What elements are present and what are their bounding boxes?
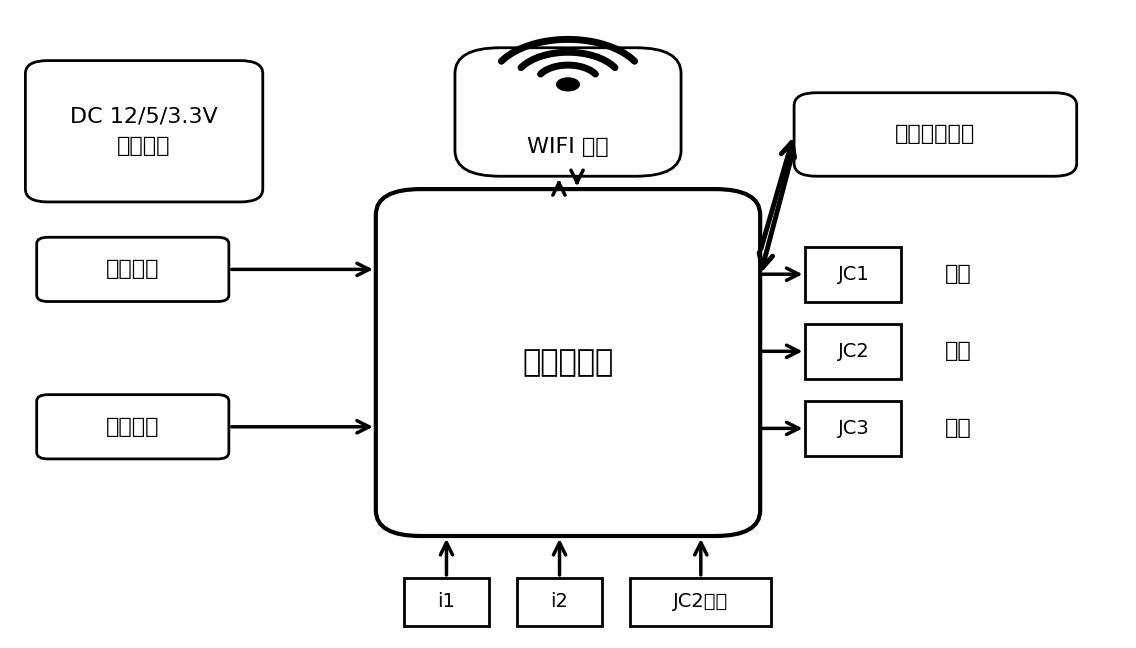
Bar [805,401,902,456]
Text: JC2辅助: JC2辅助 [674,592,728,611]
Text: JC3: JC3 [837,419,869,438]
Bar [805,324,902,378]
FancyBboxPatch shape [376,189,760,536]
Text: 复位按键: 复位按键 [106,259,159,279]
FancyBboxPatch shape [25,61,262,202]
Circle shape [557,78,579,91]
FancyBboxPatch shape [794,93,1077,176]
Text: 储能: 储能 [945,264,971,284]
Text: WIFI 模块: WIFI 模块 [527,137,609,157]
Text: JC1: JC1 [837,265,869,284]
Text: 逆变: 逆变 [945,418,971,438]
Bar [805,247,902,301]
Text: DC 12/5/3.3V
电源模块: DC 12/5/3.3V 电源模块 [70,106,218,156]
Text: i2: i2 [551,592,568,611]
Text: 市电: 市电 [945,341,971,361]
Text: 时钟日历芯片: 时钟日历芯片 [895,124,976,145]
Text: 默认叆数: 默认叆数 [106,417,159,437]
FancyBboxPatch shape [36,395,228,459]
Bar [630,578,771,626]
Bar [517,578,602,626]
Text: 单片机系统: 单片机系统 [523,348,613,377]
Text: i1: i1 [437,592,456,611]
FancyBboxPatch shape [454,48,682,176]
FancyBboxPatch shape [36,237,228,301]
Text: JC2: JC2 [837,341,869,361]
Bar [404,578,488,626]
